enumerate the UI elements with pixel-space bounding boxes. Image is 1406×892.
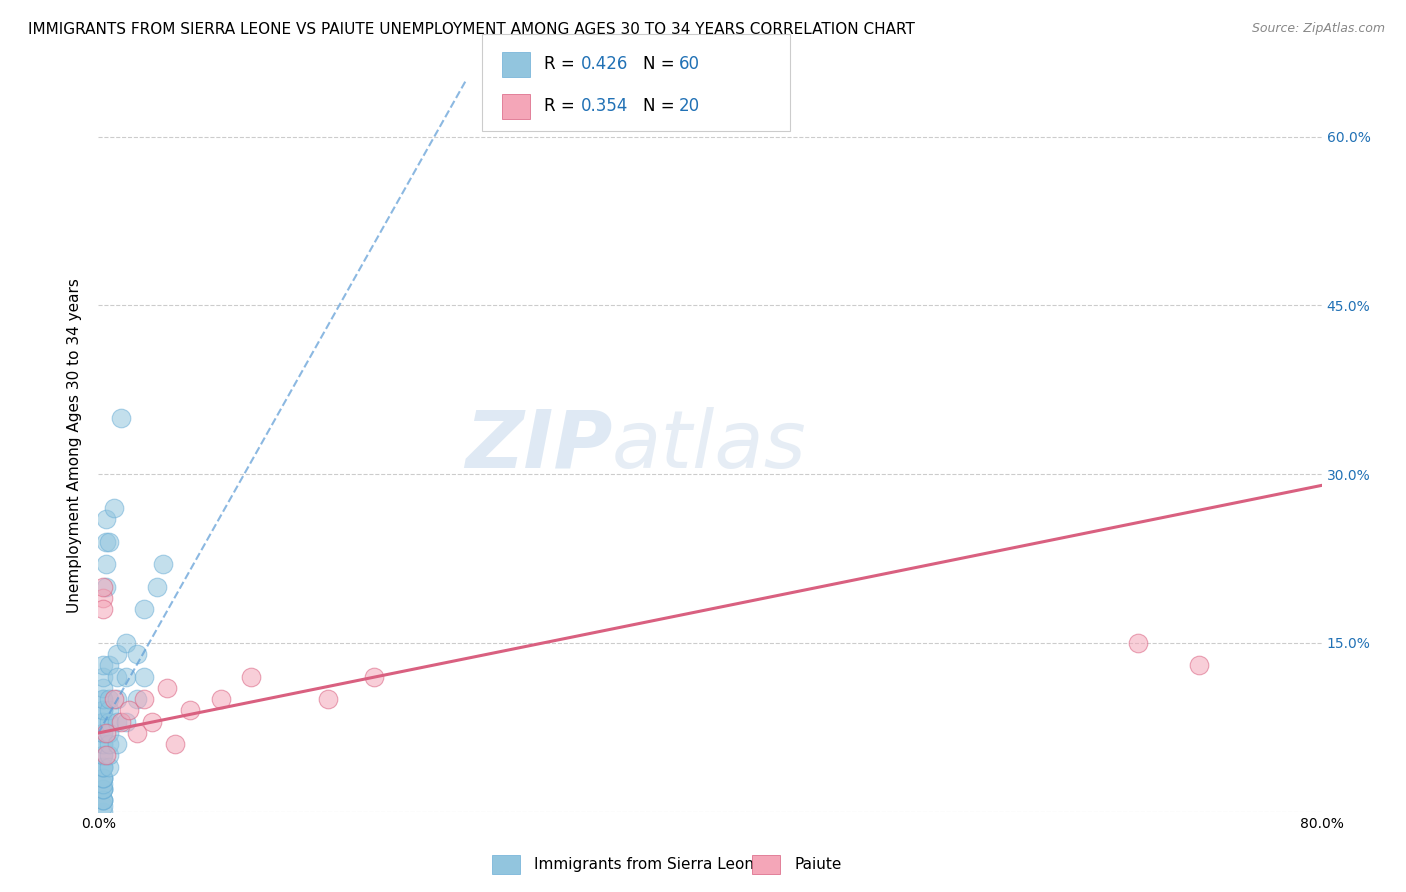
Point: [103, 500, 125, 515]
Point: [91, 805, 114, 819]
Text: R =: R =: [544, 55, 581, 73]
Point: [91, 737, 114, 751]
Point: [91, 771, 114, 785]
Point: [209, 692, 232, 706]
Point: [91, 681, 114, 695]
Point: [91, 760, 114, 774]
Text: Immigrants from Sierra Leone: Immigrants from Sierra Leone: [534, 857, 763, 871]
Point: [91, 703, 114, 717]
Point: [94, 748, 117, 763]
Point: [94, 534, 117, 549]
Point: [110, 714, 132, 729]
Point: [91, 692, 114, 706]
Point: [91, 591, 114, 605]
Point: [91, 602, 114, 616]
Point: [134, 602, 156, 616]
Point: [105, 714, 128, 729]
Point: [94, 557, 117, 571]
Point: [91, 771, 114, 785]
Text: 20: 20: [679, 97, 700, 115]
Point: [91, 793, 114, 807]
Point: [105, 737, 128, 751]
Point: [98, 534, 121, 549]
Point: [105, 647, 128, 661]
Text: Paiute: Paiute: [794, 857, 842, 871]
Point: [110, 410, 132, 425]
Point: [105, 670, 128, 684]
Text: IMMIGRANTS FROM SIERRA LEONE VS PAIUTE UNEMPLOYMENT AMONG AGES 30 TO 34 YEARS CO: IMMIGRANTS FROM SIERRA LEONE VS PAIUTE U…: [28, 22, 915, 37]
Point: [115, 670, 138, 684]
Point: [91, 771, 114, 785]
Point: [91, 658, 114, 673]
Point: [94, 580, 117, 594]
Point: [91, 748, 114, 763]
Point: [125, 692, 148, 706]
Point: [163, 737, 186, 751]
Point: [91, 726, 114, 740]
Point: [145, 580, 167, 594]
Point: [179, 703, 201, 717]
Point: [91, 714, 114, 729]
Text: N =: N =: [643, 97, 679, 115]
Y-axis label: Unemployment Among Ages 30 to 34 years: Unemployment Among Ages 30 to 34 years: [67, 278, 83, 614]
Point: [156, 681, 179, 695]
Point: [94, 512, 117, 526]
Point: [363, 670, 385, 684]
Text: 60: 60: [679, 55, 700, 73]
Point: [91, 760, 114, 774]
Point: [115, 636, 138, 650]
Point: [1188, 658, 1211, 673]
Point: [141, 714, 163, 729]
Point: [316, 692, 339, 706]
Point: [91, 782, 114, 797]
Point: [91, 726, 114, 740]
Point: [98, 714, 121, 729]
Point: [1128, 636, 1150, 650]
Text: 0.354: 0.354: [581, 97, 628, 115]
Point: [98, 703, 121, 717]
Point: [91, 782, 114, 797]
Point: [91, 760, 114, 774]
Text: atlas: atlas: [612, 407, 807, 485]
Point: [98, 726, 121, 740]
Point: [91, 714, 114, 729]
Point: [91, 799, 114, 814]
Point: [115, 714, 138, 729]
Point: [91, 703, 114, 717]
Point: [91, 692, 114, 706]
Point: [98, 692, 121, 706]
Text: ZIP: ZIP: [465, 407, 612, 485]
Point: [91, 782, 114, 797]
Text: N =: N =: [643, 55, 679, 73]
Point: [91, 793, 114, 807]
Point: [152, 557, 174, 571]
Point: [98, 748, 121, 763]
Point: [125, 647, 148, 661]
Point: [91, 580, 114, 594]
Point: [91, 776, 114, 790]
Point: [91, 737, 114, 751]
Point: [134, 670, 156, 684]
Text: Source: ZipAtlas.com: Source: ZipAtlas.com: [1251, 22, 1385, 36]
Text: R =: R =: [544, 97, 581, 115]
Point: [118, 703, 141, 717]
Point: [134, 692, 156, 706]
Point: [103, 692, 125, 706]
Point: [125, 726, 148, 740]
Point: [240, 670, 263, 684]
Point: [91, 748, 114, 763]
Text: 0.426: 0.426: [581, 55, 628, 73]
Point: [98, 658, 121, 673]
Point: [91, 793, 114, 807]
Point: [94, 726, 117, 740]
Point: [98, 737, 121, 751]
Point: [98, 760, 121, 774]
Point: [91, 670, 114, 684]
Point: [105, 692, 128, 706]
